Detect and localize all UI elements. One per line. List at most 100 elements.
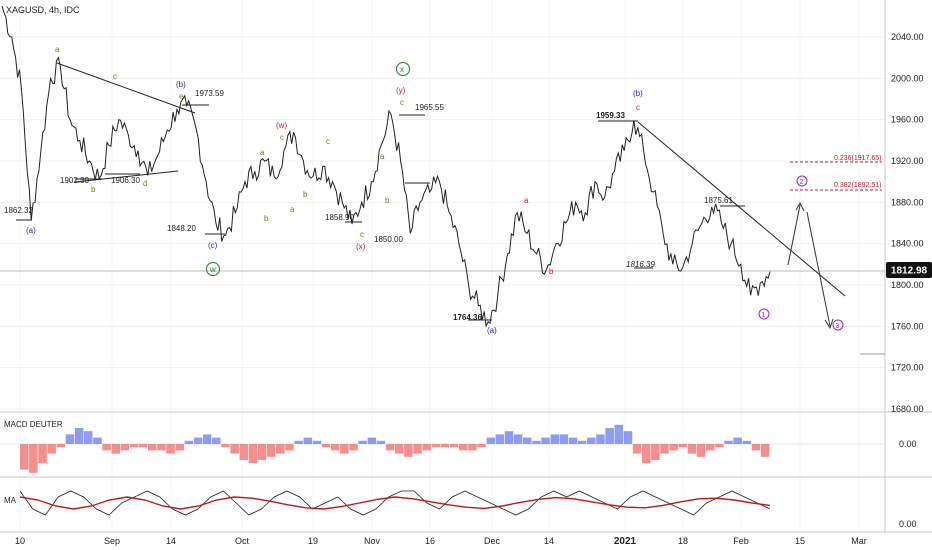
macd-bar <box>568 437 578 444</box>
macd-bar <box>93 437 102 444</box>
macd-bar <box>696 444 706 457</box>
macd-bar <box>495 434 505 444</box>
macd-bar <box>221 444 230 448</box>
macd-bar <box>532 440 541 444</box>
macd-bar <box>449 444 459 448</box>
price-tick: 1960.00 <box>891 115 924 125</box>
time-tick: Sep <box>104 536 120 546</box>
macd-bar <box>404 444 413 457</box>
macd-bar <box>706 444 715 451</box>
projection-wave2-arrowhead-icon <box>795 201 805 212</box>
annotation-wave-b-3: b <box>303 190 308 199</box>
wave-2-circle <box>796 175 808 187</box>
triangle-upper-trendline <box>56 62 196 114</box>
annotation-wave-c-3: c <box>326 137 330 146</box>
macd-bar <box>596 434 605 444</box>
macd-bar <box>422 444 431 451</box>
macd-bar <box>202 434 212 444</box>
macd-bar <box>385 444 395 451</box>
price-tick: 1880.00 <box>891 197 924 207</box>
macd-bar <box>651 444 660 460</box>
macd-bar <box>248 444 258 464</box>
time-tick: 2021 <box>614 536 637 547</box>
annotation-wave-a-4: a <box>290 205 295 214</box>
annotation-wave-x-circled: x <box>400 65 404 74</box>
macd-bar <box>212 437 221 444</box>
macd-bar <box>559 434 569 444</box>
price-tick: 2040.00 <box>891 32 924 42</box>
annotation-wave-b-paren-1: (b) <box>176 80 186 89</box>
macd-bar <box>294 440 303 444</box>
annotation-wave-e: e <box>179 92 184 101</box>
macd-bar <box>74 428 84 444</box>
annotation-wave-c-paren-1: (c) <box>208 241 218 250</box>
annotation-1858: 1858.90 <box>325 213 354 222</box>
projection-wave3-arrowhead-icon <box>824 318 834 330</box>
macd-bar <box>642 444 651 464</box>
macd-bar <box>733 437 742 444</box>
macd-bar <box>20 444 29 470</box>
price-axis[interactable]: 2040.00 2000.00 1960.00 1920.00 1880.00 1840.… <box>891 32 924 414</box>
time-tick: 14 <box>544 536 554 546</box>
macd-bar <box>340 444 349 454</box>
time-axis[interactable]: 10 Sep 14 Oct 19 Nov 16 Dec 14 2021 18 Feb 15 Mar <box>15 536 867 547</box>
macd-bar <box>303 437 312 444</box>
macd-bar <box>138 444 148 448</box>
time-tick: Feb <box>733 536 749 546</box>
time-tick: 10 <box>15 536 25 546</box>
macd-bar <box>65 434 75 444</box>
annotation-1816: 1816.39 <box>626 260 655 269</box>
annotation-wave-a-2: a <box>55 45 60 54</box>
macd-bar <box>687 444 697 454</box>
macd-bar <box>486 437 495 444</box>
macd-bar <box>175 444 184 451</box>
annotation-1965: 1965.55 <box>415 103 444 112</box>
annotation-wave-a-1: (a) <box>26 226 36 235</box>
macd-bar <box>47 444 56 454</box>
price-tick: 1760.00 <box>891 321 924 331</box>
time-tick: Mar <box>851 536 867 546</box>
symbol-header[interactable]: XAGUSD, 4h, IDC <box>6 5 80 15</box>
macd-bar <box>605 428 614 444</box>
price-tick: 1840.00 <box>891 239 924 249</box>
annotation-wave-w-paren: (w) <box>276 121 287 130</box>
annotation-wave-b-red: b <box>549 267 554 276</box>
macd-bar <box>312 440 322 444</box>
annotation-1764: 1764.36 <box>453 313 482 322</box>
ma-pane-title[interactable]: MA <box>4 496 17 505</box>
macd-bar <box>577 440 587 444</box>
ma-axis-zero: 0.00 <box>899 519 917 529</box>
macd-bar <box>395 444 404 454</box>
macd-bar <box>56 444 66 448</box>
time-tick: 18 <box>678 536 688 546</box>
macd-bar <box>193 437 203 444</box>
macd-bar <box>349 444 358 451</box>
macd-bar <box>102 444 111 451</box>
macd-bar <box>541 437 550 444</box>
macd-bar <box>614 424 623 444</box>
macd-bar <box>184 440 194 444</box>
annotation-1850: 1850.00 <box>374 235 403 244</box>
price-tick: 1920.00 <box>891 156 924 166</box>
macd-pane-title[interactable]: MACD DEUTER <box>4 420 63 429</box>
macd-bar <box>84 431 93 444</box>
macd-bar <box>623 431 633 444</box>
wave-3-circle <box>832 319 844 331</box>
annotation-1959: 1959.33 <box>596 111 625 120</box>
macd-bar <box>148 444 157 451</box>
annotation-fib-0382: 0.382(1892.51) <box>834 182 881 189</box>
time-tick: 19 <box>308 536 318 546</box>
annotation-wave-3: 3 <box>836 323 840 330</box>
price-tick: 1800.00 <box>891 280 924 290</box>
macd-bar <box>440 444 450 448</box>
wave-x-circle <box>396 62 410 76</box>
macd-bar <box>358 440 367 444</box>
macd-bar <box>715 444 724 448</box>
macd-bar <box>239 444 248 460</box>
annotation-wave-c-red: c <box>636 103 640 112</box>
annotation-wave-a-red: a <box>524 196 529 205</box>
annotation-wave-b-paren-2: (b) <box>633 89 643 98</box>
projection-wave3-arrow <box>806 211 831 327</box>
